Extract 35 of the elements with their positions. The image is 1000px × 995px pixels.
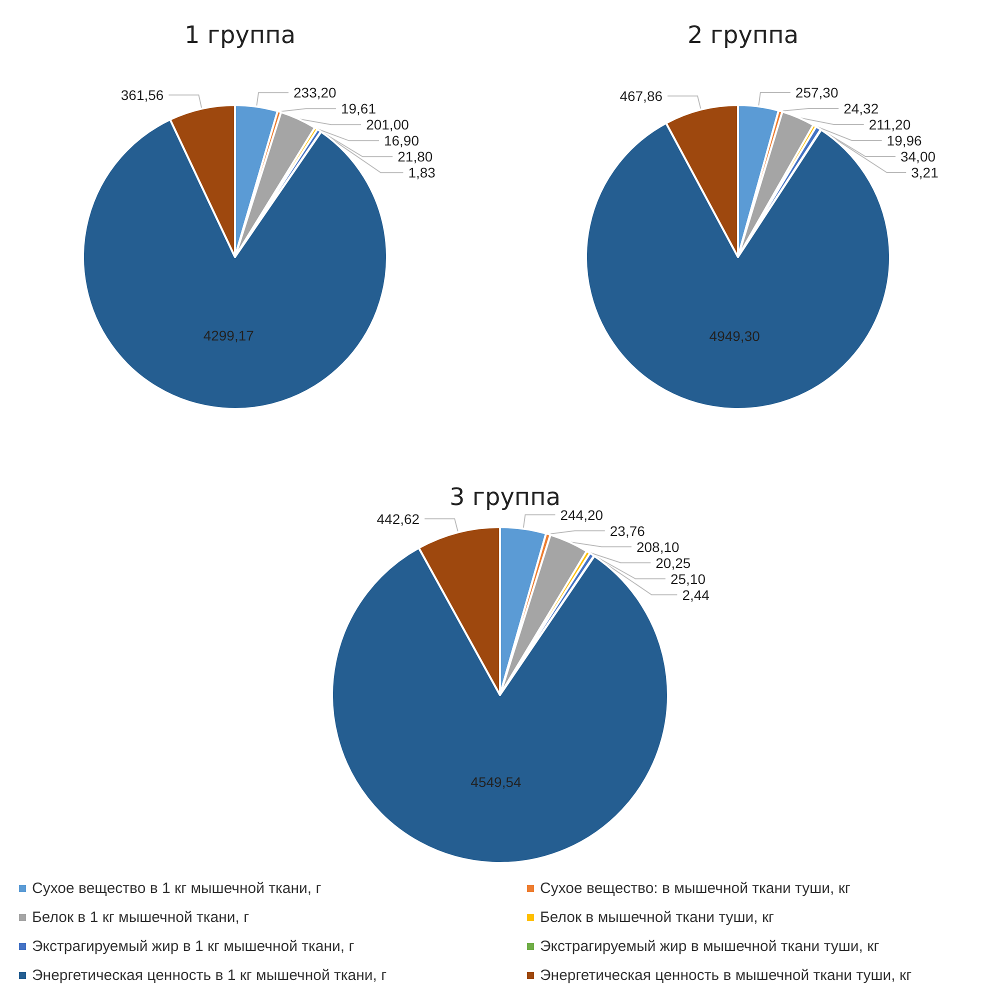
data-label: 4299,17 — [203, 328, 254, 344]
data-label: 257,30 — [795, 84, 838, 101]
legend-label: Экстрагируемый жир в 1 кг мышечной ткани, г — [32, 938, 355, 955]
data-label: 4549,54 — [470, 774, 522, 790]
data-label: 25,10 — [670, 570, 706, 587]
chart-title: 3 группа — [449, 483, 561, 511]
data-label: 1,83 — [408, 164, 436, 181]
data-label: 361,56 — [120, 87, 164, 104]
chart-title: 1 группа — [184, 21, 296, 49]
data-label: 34,00 — [900, 148, 936, 165]
data-label: 19,96 — [886, 132, 922, 149]
data-label: 16,90 — [384, 132, 420, 149]
legend-label: Экстрагируемый жир в мышечной ткани туши, кг — [540, 938, 880, 955]
legend-label: Белок в мышечной ткани туши, кг — [540, 909, 775, 926]
legend-label: Сухое вещество в 1 кг мышечной ткани, г — [32, 880, 322, 897]
data-label: 19,61 — [340, 100, 376, 117]
data-label: 3,21 — [911, 164, 939, 181]
data-label: 2,44 — [682, 586, 710, 603]
data-label: 442,62 — [376, 510, 420, 527]
legend-label: Белок в 1 кг мышечной ткани, г — [32, 909, 250, 926]
data-label: 211,20 — [868, 116, 911, 133]
data-label: 4949,30 — [709, 328, 760, 344]
data-label: 21,80 — [398, 148, 433, 165]
chart-title: 2 группа — [687, 21, 799, 49]
data-label: 233,20 — [294, 84, 337, 101]
data-label: 244,20 — [560, 506, 604, 523]
legend-label: Сухое вещество: в мышечной ткани туши, кг — [540, 880, 851, 897]
data-label: 24,32 — [844, 100, 879, 117]
data-label: 208,10 — [636, 538, 680, 555]
data-label: 23,76 — [610, 522, 646, 539]
data-label: 467,86 — [620, 88, 663, 104]
data-label: 20,25 — [656, 554, 691, 571]
legend-label: Энергетическая ценность в 1 кг мышечной ткани, г — [32, 967, 388, 984]
data-label: 201,00 — [366, 116, 410, 133]
legend-label: Энергетическая ценность в мышечной ткани туши, кг — [540, 967, 912, 984]
